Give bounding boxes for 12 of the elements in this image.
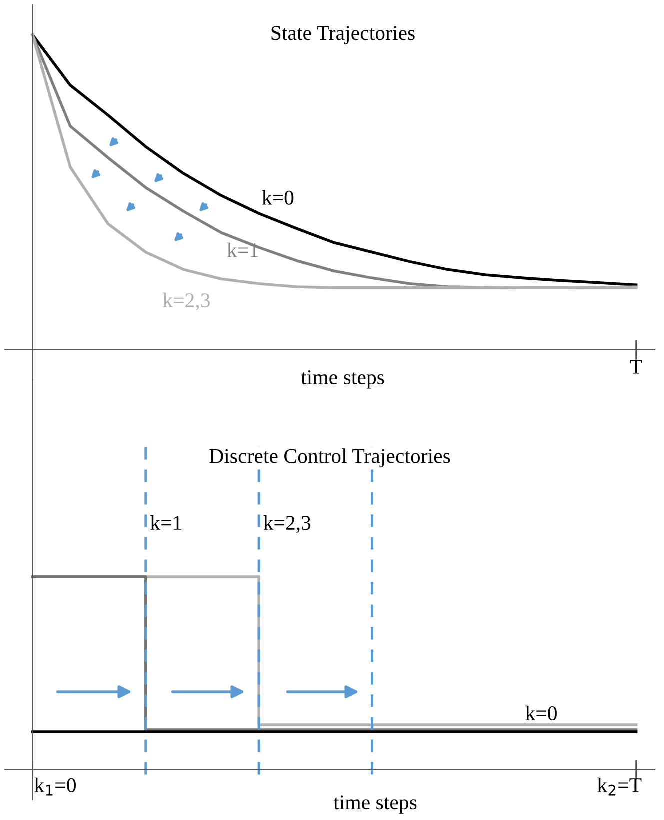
text: k=2,3 (264, 515, 311, 534)
chart-title: Discrete Control Trajectories (210, 448, 450, 468)
text: k$_{1}$=0 (34, 778, 76, 796)
series-label: k=2,3 (162, 292, 210, 311)
text: T (630, 360, 642, 374)
text: k$_{2}$=T (598, 778, 642, 796)
text: k=1 (150, 515, 182, 530)
series-label: k=0 (526, 706, 557, 721)
x-axis-title: time steps (301, 370, 384, 389)
x-axis-title: time steps (334, 796, 417, 814)
chart-title: State Trajectories (272, 26, 415, 44)
series-label: k=0 (262, 190, 294, 205)
